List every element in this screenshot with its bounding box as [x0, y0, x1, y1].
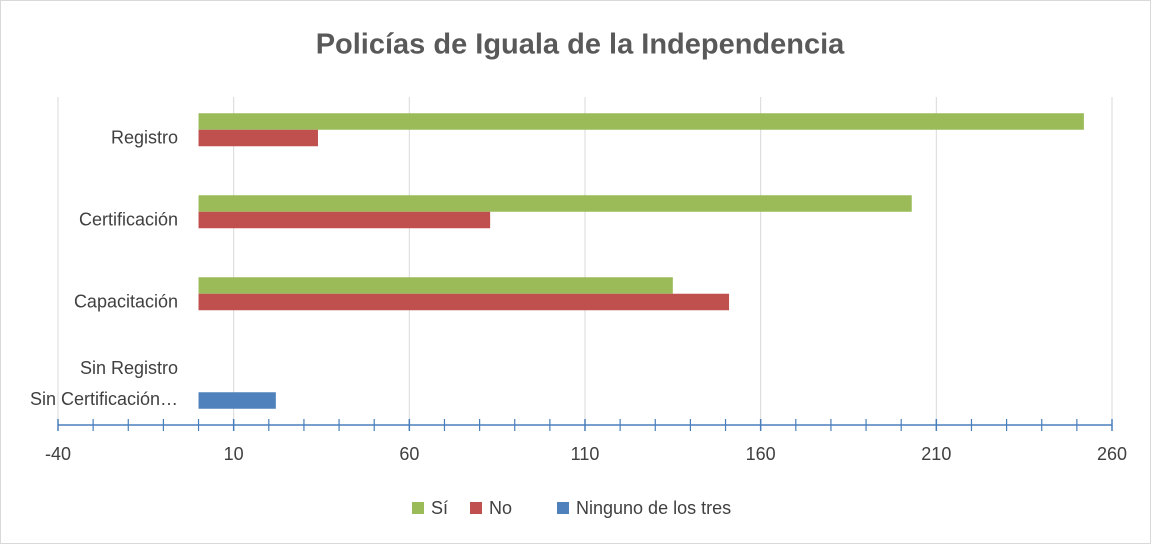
- x-tick-label: 60: [399, 444, 419, 464]
- bar: [198, 129, 318, 147]
- bar: [198, 277, 673, 294]
- legend-label: No: [489, 498, 512, 518]
- legend-swatch: [470, 502, 482, 514]
- x-tick-label: 210: [921, 444, 951, 464]
- legend-swatch: [557, 502, 569, 514]
- x-tick-label: 110: [571, 444, 600, 464]
- legend-label: Ninguno de los tres: [576, 498, 731, 518]
- y-tick-label: Sin Registro Sin Certificación…: [29, 358, 178, 409]
- y-tick-label: Capacitación: [73, 291, 178, 312]
- x-tick-label: 10: [224, 444, 244, 464]
- bar: [198, 195, 912, 212]
- bar: [198, 113, 1084, 130]
- y-tick-label: Registro: [110, 127, 178, 148]
- x-tick-label: 260: [1097, 444, 1127, 464]
- y-tick-label: Certificación: [78, 209, 178, 230]
- bar: [198, 211, 491, 229]
- x-tick-label: -40: [45, 444, 71, 464]
- legend-label: Sí: [431, 498, 448, 518]
- bar: [198, 392, 276, 409]
- legend-swatch: [412, 502, 424, 514]
- x-tick-label: 160: [746, 444, 776, 464]
- chart-title: Policías de Iguala de la Independencia: [316, 29, 845, 61]
- bar: [198, 293, 730, 311]
